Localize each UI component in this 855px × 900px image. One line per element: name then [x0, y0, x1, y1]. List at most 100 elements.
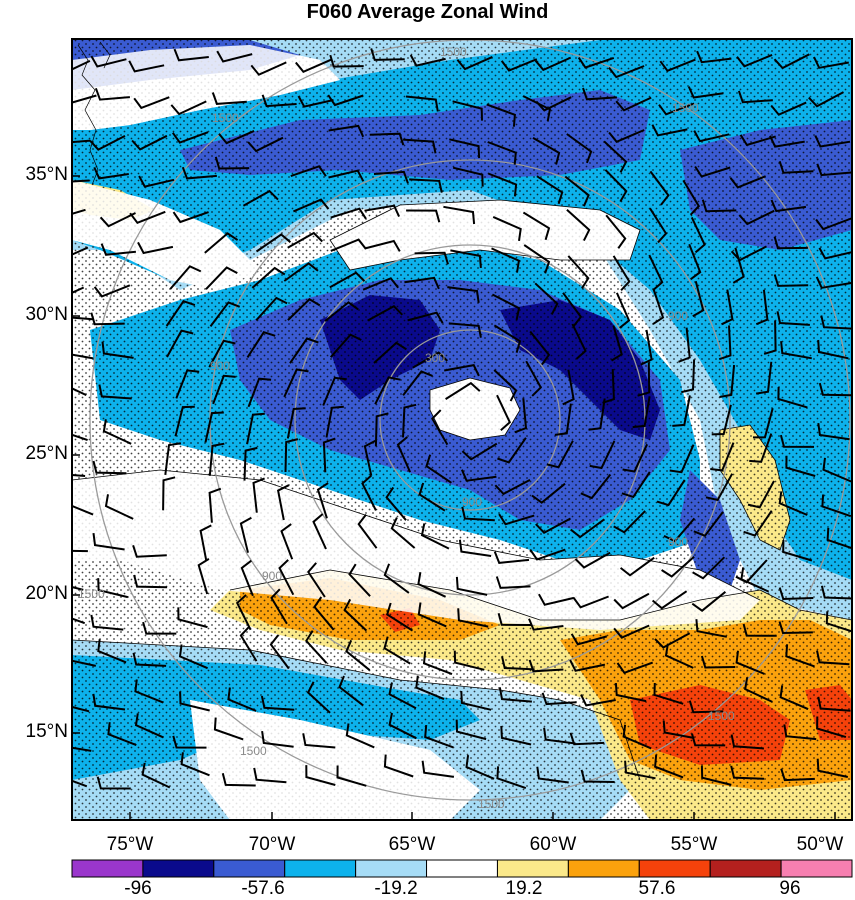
wind-barb: [287, 231, 324, 249]
wind-barb: [72, 705, 90, 713]
wind-barb: [821, 494, 852, 518]
wind-barb: [637, 362, 651, 397]
wind-barb: [307, 562, 326, 598]
wind-barb: [778, 491, 808, 516]
wind-barb: [589, 440, 616, 470]
wind-barb: [383, 754, 414, 778]
wind-barb: [825, 611, 852, 633]
wind-barb: [98, 384, 132, 400]
wind-barb: [816, 758, 849, 778]
wind-barb: [535, 96, 572, 112]
wind-barb: [501, 656, 535, 671]
wind-barb: [696, 50, 732, 64]
wind-barb: [602, 369, 615, 404]
wind-barb: [688, 243, 702, 281]
wind-barb: [718, 325, 732, 361]
wind-barb: [822, 457, 852, 483]
wind-barb: [269, 634, 290, 670]
wind-barb: [92, 460, 127, 475]
wind-barb: [345, 723, 375, 749]
wind-barb: [818, 382, 852, 397]
contour-label: 900: [210, 359, 230, 373]
wind-barb: [72, 179, 90, 183]
wind-barb: [778, 621, 813, 635]
wind-barb: [534, 282, 559, 315]
wind-barb: [770, 199, 807, 213]
colorbar-label: 19.2: [505, 878, 543, 899]
wind-barb: [529, 548, 566, 561]
wind-barb: [742, 623, 777, 637]
wind-barb: [818, 247, 852, 260]
wind-barb: [132, 652, 167, 667]
wind-barb: [672, 395, 691, 427]
wind-barb: [92, 693, 126, 711]
wind-barb: [286, 407, 306, 439]
wind-barb: [779, 434, 815, 448]
wind-barb: [574, 551, 611, 569]
wind-barb: [179, 691, 210, 712]
wind-barb: [531, 482, 566, 504]
wind-barb: [276, 484, 290, 521]
colorbar-swatch: [709, 859, 782, 878]
wind-barb: [582, 87, 617, 101]
wind-barb: [261, 730, 294, 748]
wind-barb: [72, 504, 94, 516]
wind-barb: [420, 523, 450, 550]
wind-barb: [525, 360, 543, 397]
wind-barb: [211, 92, 247, 105]
wind-barb: [134, 713, 164, 739]
colorbar-label: 96: [779, 878, 801, 899]
colorbar-label: -19.2: [374, 878, 418, 899]
wind-barb: [322, 437, 336, 473]
wind-barb: [721, 289, 734, 326]
wind-barb: [694, 165, 731, 178]
wind-barb: [569, 732, 605, 746]
wind-barb: [172, 211, 209, 224]
wind-barb: [782, 539, 813, 562]
wind-barb: [287, 298, 321, 321]
wind-barb: [769, 135, 805, 148]
wind-barb: [785, 455, 816, 477]
wind-barb: [659, 58, 696, 73]
wind-barb: [406, 209, 441, 223]
wind-barb: [487, 141, 517, 165]
wind-barb: [621, 471, 651, 499]
wind-barb: [813, 56, 849, 69]
wind-barb: [664, 643, 694, 669]
wind-barb: [612, 255, 631, 291]
wind-barb: [691, 591, 727, 612]
wind-barb: [330, 238, 367, 252]
wind-barb: [90, 55, 127, 68]
wind-barb: [455, 719, 487, 741]
wind-barb: [242, 189, 279, 207]
wind-barb: [403, 138, 437, 154]
wind-barb: [418, 482, 446, 512]
wind-barb: [329, 271, 366, 289]
wind-barb: [250, 61, 287, 76]
wind-barb: [613, 510, 646, 534]
wind-barb: [239, 626, 258, 662]
wind-barb: [455, 576, 488, 596]
colorbar-swatch: [142, 859, 215, 878]
wind-barb: [817, 696, 851, 712]
lat-label-30n: 30°N: [25, 304, 68, 325]
contour-label: 1500: [240, 744, 267, 758]
colorbar-swatch: [213, 859, 286, 878]
wind-barb: [662, 720, 695, 739]
wind-barb: [261, 94, 297, 108]
wind-barb: [452, 100, 483, 121]
wind-barb: [402, 403, 417, 438]
wind-barb: [616, 661, 654, 674]
wind-barb: [208, 442, 225, 476]
wind-barb: [312, 513, 327, 550]
wind-barb: [204, 411, 224, 443]
wind-barb: [461, 506, 495, 522]
wind-barb: [424, 725, 454, 749]
colorbar-swatch: [638, 859, 711, 878]
wind-barb: [486, 103, 516, 127]
wind-barb: [316, 482, 329, 519]
wind-barb: [385, 486, 407, 521]
wind-barb: [770, 101, 807, 116]
wind-barb: [773, 53, 810, 70]
wind-barb: [240, 559, 254, 597]
